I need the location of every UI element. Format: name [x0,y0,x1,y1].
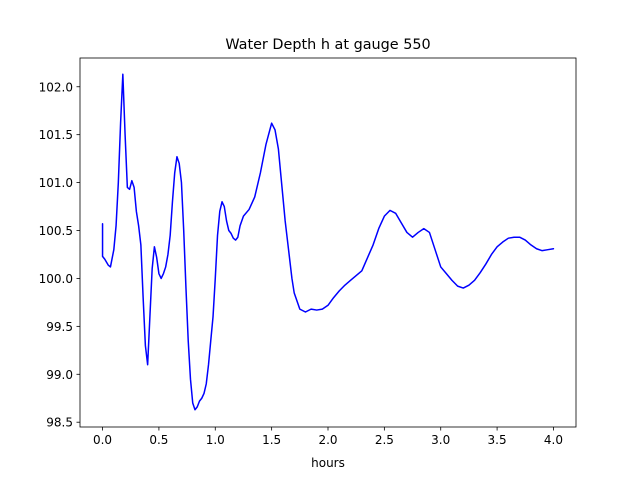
y-tick-label: 100.0 [39,272,73,286]
x-tick-label: 0.5 [149,433,168,447]
x-tick-label: 1.0 [206,433,225,447]
x-tick-label: 1.5 [262,433,281,447]
y-tick-label: 99.0 [46,368,73,382]
x-tick-label: 4.0 [544,433,563,447]
y-tick-label: 102.0 [39,80,73,94]
y-tick-label: 98.5 [46,416,73,430]
x-tick-label: 2.0 [318,433,337,447]
x-tick-label: 0.0 [93,433,112,447]
y-tick-label: 100.5 [39,224,73,238]
x-axis-label: hours [311,456,345,470]
x-tick-label: 3.0 [431,433,450,447]
plot-area [101,73,555,411]
y-axis: 98.5 99.0 99.5 100.0 100.5 101.0 101.5 102.0 [39,80,80,430]
x-tick-label: 3.5 [488,433,507,447]
x-axis: 0.0 0.5 1.0 1.5 2.0 2.5 3.0 3.5 4.0 [93,427,563,447]
x-tick-label: 2.5 [375,433,394,447]
chart-title: Water Depth h at gauge 550 [225,37,430,53]
y-tick-label: 99.5 [46,320,73,334]
series-line-1 [101,73,555,411]
y-tick-label: 101.5 [39,128,73,142]
y-tick-label: 101.0 [39,176,73,190]
